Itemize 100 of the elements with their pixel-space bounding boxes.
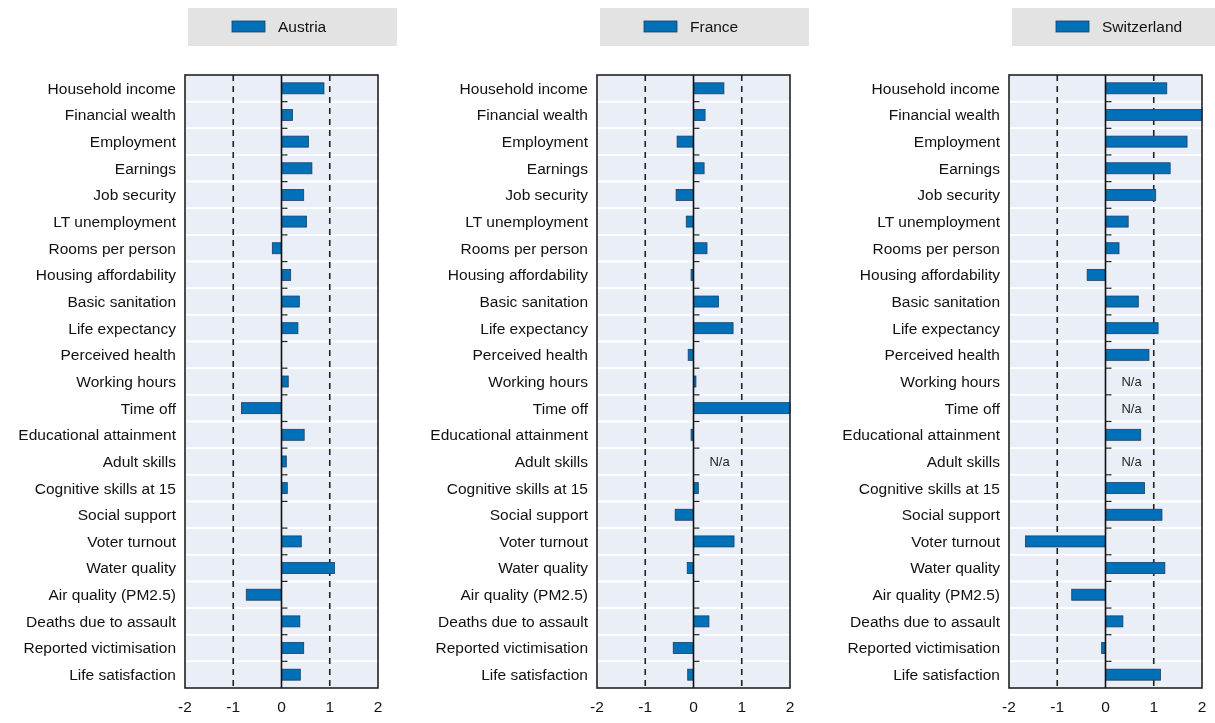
y-tick-label: Voter turnout xyxy=(87,532,177,550)
y-tick-label: Deaths due to assault xyxy=(26,612,177,630)
bar xyxy=(693,109,706,121)
x-tick-label: 0 xyxy=(1101,698,1111,715)
bar xyxy=(1105,189,1157,201)
bar xyxy=(675,189,694,201)
y-tick-label: Household income xyxy=(871,79,1000,97)
annotation: N/a xyxy=(1121,400,1143,416)
x-tick-label: -1 xyxy=(1050,698,1065,715)
x-tick-label: -2 xyxy=(178,698,192,715)
bar xyxy=(281,375,289,388)
bar xyxy=(281,668,301,681)
y-tick-label: Working hours xyxy=(900,372,1001,390)
y-tick-label: Job security xyxy=(93,186,177,204)
y-tick-label: Deaths due to assault xyxy=(850,612,1001,630)
y-tick-label: Financial wealth xyxy=(64,106,176,124)
y-tick-label: Water quality xyxy=(498,559,589,577)
y-tick-label: Life expectancy xyxy=(892,319,1001,337)
x-tick-label: -2 xyxy=(590,698,604,715)
bar xyxy=(690,268,694,281)
legend-label: Austria xyxy=(278,18,327,36)
bar xyxy=(693,82,725,95)
y-tick-label: Deaths due to assault xyxy=(438,612,589,630)
bar xyxy=(281,215,307,228)
bar xyxy=(693,535,735,548)
y-tick-label: Educational attainment xyxy=(18,426,177,444)
bar xyxy=(693,295,719,308)
y-tick-label: Adult skills xyxy=(514,452,589,470)
annotation: N/a xyxy=(709,454,731,470)
y-tick-label: LT unemployment xyxy=(877,213,1001,231)
y-tick-label: Household income xyxy=(459,79,588,97)
y-tick-label: Air quality (PM2.5) xyxy=(48,586,176,604)
y-tick-label: Financial wealth xyxy=(476,106,588,124)
y-tick-label: Life expectancy xyxy=(68,319,177,337)
y-tick-label: Cognitive skills at 15 xyxy=(34,479,176,497)
legend-label: France xyxy=(690,18,739,36)
bar xyxy=(281,535,302,548)
bar xyxy=(281,455,287,468)
y-tick-label: Time off xyxy=(532,399,589,417)
bar xyxy=(1105,135,1188,148)
bar xyxy=(281,135,309,148)
x-tick-label: -2 xyxy=(1002,698,1016,715)
y-tick-label: Life expectancy xyxy=(480,319,589,337)
bar xyxy=(693,402,791,415)
y-tick-label: Life satisfaction xyxy=(69,666,176,684)
x-tick-label: 2 xyxy=(1197,698,1207,715)
x-tick-label: 1 xyxy=(1149,698,1159,715)
y-tick-label: Social support xyxy=(489,506,589,524)
y-tick-label: Employment xyxy=(913,133,1001,151)
bar xyxy=(1105,162,1171,175)
y-tick-label: Social support xyxy=(77,506,177,524)
y-tick-label: Adult skills xyxy=(926,452,1001,470)
x-tick-label: 1 xyxy=(737,698,747,715)
bar xyxy=(1105,322,1159,335)
bar xyxy=(281,162,313,175)
bar xyxy=(676,135,694,148)
bar xyxy=(281,268,292,281)
y-tick-label: Air quality (PM2.5) xyxy=(872,586,1000,604)
y-tick-label: Job security xyxy=(917,186,1001,204)
y-tick-label: Perceived health xyxy=(60,346,176,364)
annotation: N/a xyxy=(1121,454,1143,470)
y-tick-label: Social support xyxy=(901,506,1001,524)
bar xyxy=(281,295,300,308)
y-tick-label: Perceived health xyxy=(884,346,1000,364)
bar xyxy=(1105,428,1142,441)
y-tick-label: Household income xyxy=(47,79,176,97)
x-tick-label: 2 xyxy=(373,698,383,715)
y-tick-label: Rooms per person xyxy=(872,239,1000,257)
x-tick-label: 0 xyxy=(277,698,287,715)
y-tick-label: Employment xyxy=(501,133,589,151)
y-tick-label: Voter turnout xyxy=(911,532,1001,550)
x-tick-label: 0 xyxy=(689,698,699,715)
bar xyxy=(693,375,697,388)
bar xyxy=(281,615,301,628)
y-tick-label: Basic sanitation xyxy=(479,292,588,310)
y-tick-label: Rooms per person xyxy=(460,239,588,257)
y-tick-label: Housing affordability xyxy=(447,266,589,284)
bar xyxy=(693,242,708,255)
y-tick-label: Cognitive skills at 15 xyxy=(858,479,1000,497)
y-tick-label: Working hours xyxy=(488,372,589,390)
y-tick-label: LT unemployment xyxy=(465,213,589,231)
y-tick-label: Time off xyxy=(120,399,177,417)
bar xyxy=(687,668,694,681)
bar xyxy=(672,642,694,654)
x-tick-label: 1 xyxy=(325,698,335,715)
y-tick-label: Job security xyxy=(505,186,589,204)
y-tick-label: Educational attainment xyxy=(842,426,1001,444)
bar xyxy=(1086,268,1106,281)
bar xyxy=(241,402,282,415)
bar xyxy=(1105,215,1129,228)
y-tick-label: Earnings xyxy=(526,159,589,177)
y-tick-label: Basic sanitation xyxy=(891,292,1000,310)
bar xyxy=(1105,348,1150,361)
bar xyxy=(1105,295,1139,308)
bar xyxy=(685,215,694,228)
bar xyxy=(281,482,288,495)
y-tick-label: Water quality xyxy=(86,559,177,577)
bar xyxy=(693,615,710,628)
y-tick-label: Reported victimisation xyxy=(23,639,176,657)
bar xyxy=(281,642,305,654)
